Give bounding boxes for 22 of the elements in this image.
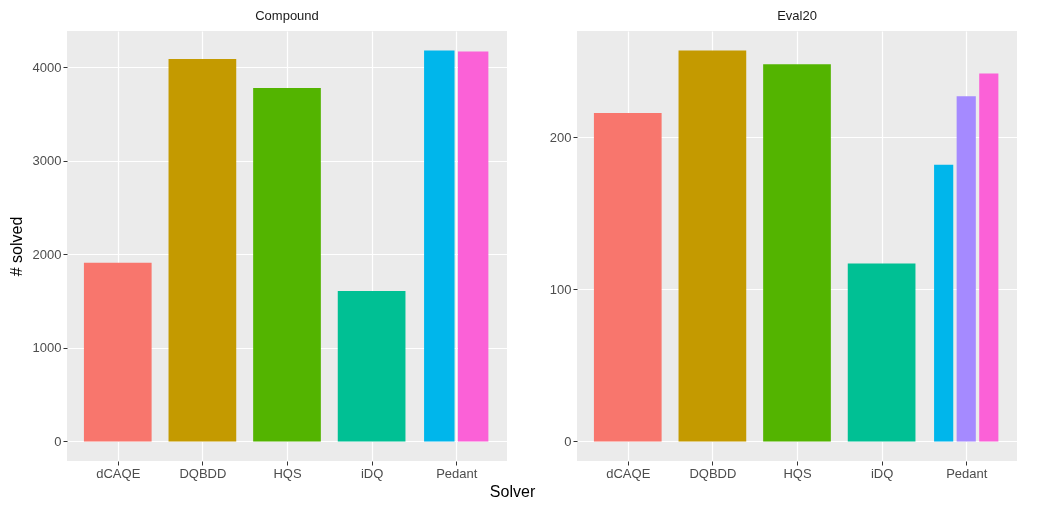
x-tick-label: DQBDD bbox=[179, 465, 227, 481]
chart-title: Eval20 bbox=[777, 8, 817, 23]
y-tick-label: 2000 bbox=[32, 246, 62, 262]
x-tick-label: Pedant bbox=[436, 465, 478, 481]
y-tick-label: 200 bbox=[549, 129, 572, 145]
x-tick-label: dCAQE bbox=[96, 465, 141, 481]
y-axis-title: # solved bbox=[7, 216, 25, 277]
x-tick-label: HQS bbox=[273, 465, 302, 481]
x-tick-label: iDQ bbox=[360, 465, 384, 481]
x-tick-label: HQS bbox=[783, 465, 812, 481]
x-tick-label: dCAQE bbox=[606, 465, 651, 481]
x-axis-title: Solver bbox=[489, 483, 536, 500]
chart-title: Compound bbox=[255, 8, 319, 23]
y-tick-label: 100 bbox=[549, 281, 572, 297]
x-tick-label: iDQ bbox=[870, 465, 894, 481]
y-tick-label: 4000 bbox=[32, 59, 62, 75]
x-tick-label: Pedant bbox=[946, 465, 988, 481]
y-tick-label: 0 bbox=[54, 433, 62, 449]
y-tick-label: 0 bbox=[564, 433, 572, 449]
y-tick-label: 1000 bbox=[32, 340, 62, 356]
y-tick-label: 3000 bbox=[32, 153, 62, 169]
x-tick-label: DQBDD bbox=[689, 465, 737, 481]
